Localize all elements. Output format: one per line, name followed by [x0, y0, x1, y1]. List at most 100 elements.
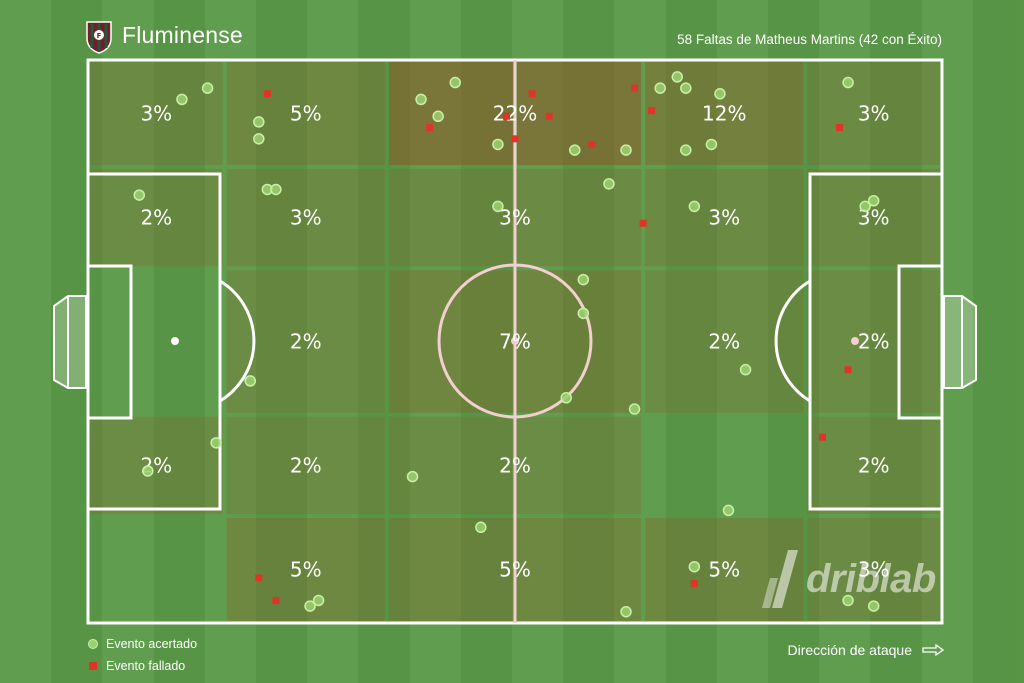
success-point	[569, 144, 581, 156]
success-point	[577, 307, 590, 320]
zone-label: 3%	[858, 101, 890, 125]
legend-success: Evento acertado	[88, 637, 197, 651]
zone-label: 3%	[708, 206, 740, 230]
brand-name: driblab	[806, 556, 936, 601]
zone-label: 5%	[290, 558, 322, 582]
fluminense-crest-icon: F	[86, 21, 112, 54]
fail-point	[648, 107, 656, 115]
success-point	[201, 82, 214, 94]
success-point	[492, 138, 504, 151]
zone-cell	[226, 62, 385, 165]
success-point	[210, 437, 222, 449]
fail-point	[263, 90, 271, 98]
fail-point	[639, 219, 647, 227]
success-point	[176, 93, 188, 106]
success-point	[620, 144, 632, 156]
success-point	[867, 600, 880, 612]
legend-fail: Evento fallado	[88, 659, 185, 673]
success-point	[603, 178, 615, 190]
zone-cell	[90, 62, 223, 165]
driblab-logo-icon	[762, 550, 798, 608]
chart-subtitle: 58 Faltas de Matheus Martins (42 con Éxi…	[677, 32, 942, 47]
success-point	[680, 144, 692, 156]
success-point	[577, 273, 590, 286]
success-point	[415, 93, 427, 106]
success-point	[449, 76, 461, 89]
driblab-logo: driblab	[760, 548, 936, 610]
zone-label: 2%	[499, 453, 531, 477]
right-goal	[943, 295, 977, 389]
fail-point	[426, 124, 434, 132]
zone-label: 5%	[708, 558, 740, 582]
success-point	[560, 392, 572, 404]
zone-label: 5%	[499, 558, 531, 582]
success-point	[620, 605, 632, 618]
zone-cell	[807, 62, 940, 165]
zone-label: 3%	[290, 206, 322, 230]
zone-label: 2%	[290, 330, 322, 354]
zone-label: 2%	[708, 330, 740, 354]
pitch-markings	[86, 58, 944, 625]
success-point	[680, 82, 692, 94]
arrow-right-icon	[922, 644, 944, 656]
fail-point	[836, 124, 844, 132]
success-point	[714, 88, 726, 100]
zone-label: 5%	[290, 101, 322, 125]
fail-point	[272, 596, 280, 604]
zone-cell	[807, 270, 940, 413]
zone-label: 7%	[499, 330, 531, 354]
left-penalty-arc	[219, 279, 256, 403]
success-dot-icon	[88, 639, 98, 649]
fail-point	[631, 84, 639, 92]
centre-spot	[511, 337, 519, 345]
success-point	[671, 71, 684, 83]
fail-point	[844, 366, 852, 374]
success-point	[133, 189, 145, 201]
right-six-yard-box	[897, 264, 944, 420]
success-point	[705, 138, 718, 151]
attack-direction: Dirección de ataque	[787, 642, 944, 658]
right-penalty-arc	[774, 279, 811, 403]
success-point	[253, 133, 265, 145]
success-point	[270, 183, 282, 196]
zone-cell	[807, 416, 940, 515]
legend-success-label: Evento acertado	[106, 637, 198, 651]
fail-point	[818, 433, 826, 441]
success-point	[432, 110, 444, 123]
left-penalty-spot	[171, 337, 179, 345]
success-point	[867, 195, 880, 207]
zone-cell	[90, 168, 223, 267]
success-point	[842, 594, 854, 607]
success-point	[688, 200, 701, 213]
zone-label: 2%	[140, 206, 172, 230]
zone-label: 22%	[493, 101, 537, 125]
fail-point	[502, 112, 510, 120]
success-point	[739, 363, 752, 376]
fail-point	[690, 580, 698, 588]
left-six-yard-box	[86, 264, 133, 420]
success-point	[406, 470, 419, 483]
success-point	[475, 521, 487, 534]
right-penalty-spot	[851, 337, 859, 345]
centre-circle	[437, 263, 593, 419]
success-point	[492, 200, 504, 213]
success-point	[722, 504, 735, 517]
success-point	[142, 465, 154, 477]
zone-cell	[645, 168, 804, 267]
zone-label: 2%	[858, 330, 890, 354]
zone-label: 12%	[702, 101, 746, 125]
zone-label: 3%	[499, 206, 531, 230]
success-point	[688, 560, 701, 573]
zone-cell	[807, 168, 940, 267]
attack-direction-label: Dirección de ataque	[787, 642, 912, 658]
zone-cell	[90, 416, 223, 515]
success-point	[312, 594, 325, 607]
fail-point	[545, 112, 553, 120]
success-point	[628, 403, 641, 415]
success-point	[244, 375, 257, 387]
fail-point	[528, 90, 536, 98]
zone-label: 2%	[858, 453, 890, 477]
fail-point	[255, 574, 263, 582]
success-point	[304, 600, 316, 612]
